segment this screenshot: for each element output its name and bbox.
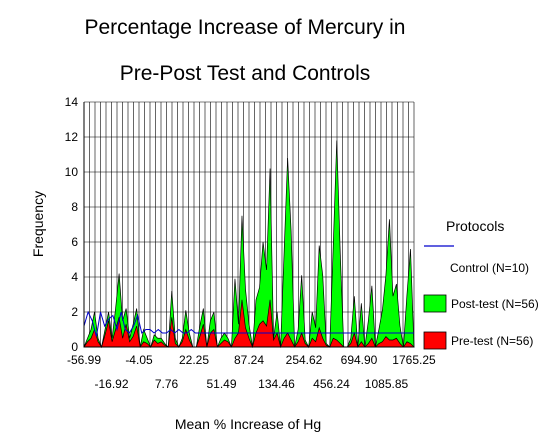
y-tick-label: 0 [71,340,78,354]
area-pre-test [83,299,415,349]
y-tick-label: 12 [65,130,79,144]
chart-subtitle: Pre-Post Test and Controls [119,62,371,85]
x-tick-label: 254.62 [286,353,323,367]
legend-label-pre-test: Pre-test (N=56) [451,334,533,348]
x-tick-label: -56.99 [67,353,101,367]
y-tick-label: 8 [71,200,78,214]
x-tick-label: 694.90 [341,353,378,367]
grid-lines [83,101,415,348]
y-axis-label: Frequency [30,191,46,257]
axes [83,102,414,348]
x-axis-label: Mean % Increase of Hg [175,416,321,432]
y-tick-label: 14 [65,95,79,109]
y-tick-label: 10 [65,165,79,179]
y-tick-label: 2 [71,305,78,319]
legend-title: Protocols [446,218,504,234]
line-control [83,310,414,337]
x-tick-label: 7.76 [155,377,179,391]
y-tick-label: 4 [71,270,78,284]
x-tick-label: -4.05 [125,353,153,367]
x-tick-label: -16.92 [94,377,128,391]
legend-swatch-post-test [423,294,447,313]
chart-title: Percentage Increase of Mercury in [84,16,406,39]
x-tick-labels: -56.99 -4.05 22.25 87.24 254.62 694.90 1765.25… [67,353,436,391]
x-tick-label: 134.46 [258,377,295,391]
x-tick-label: 87.24 [234,353,264,367]
series-areas [83,140,415,349]
legend: Protocols Control (N=10) Post-test (N=56… [423,218,539,350]
x-tick-label: 1765.25 [392,353,436,367]
x-tick-label: 1085.85 [365,377,409,391]
legend-swatch-pre-test [423,331,447,350]
y-tick-labels: 0 2 4 6 8 10 12 14 [65,95,79,354]
legend-label-post-test: Post-test (N=56) [451,297,539,311]
series-lines [83,310,414,337]
legend-label-control: Control (N=10) [450,261,529,275]
x-tick-label: 51.49 [206,377,236,391]
x-tick-label: 22.25 [179,353,209,367]
x-tick-label: 456.24 [313,377,350,391]
y-tick-label: 6 [71,235,78,249]
